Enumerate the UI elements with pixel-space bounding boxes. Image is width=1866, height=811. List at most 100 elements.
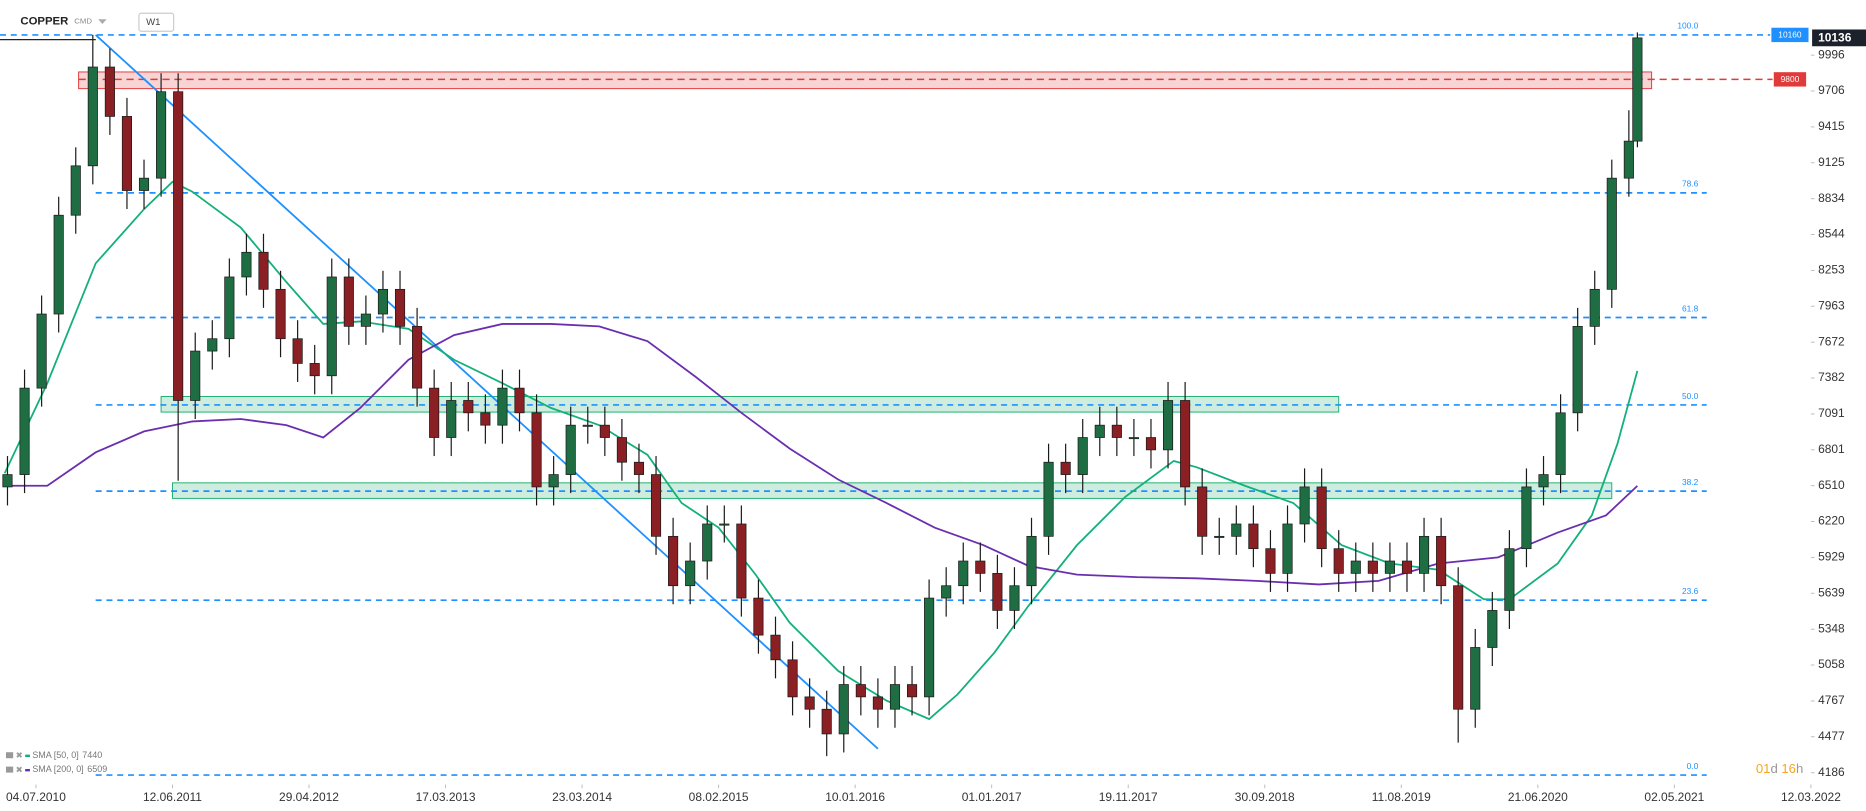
- legend-close-icon: ✖: [16, 764, 23, 774]
- candle-body: [412, 326, 423, 389]
- candle-body: [992, 573, 1003, 611]
- candle-body: [377, 288, 389, 315]
- candle-body: [1589, 288, 1600, 327]
- candle-body: [719, 523, 730, 526]
- fib-level-label: 78.6: [1682, 179, 1699, 189]
- candle-body: [548, 474, 559, 488]
- legend-value: 7440: [82, 750, 102, 760]
- legend-name: SMA [200, 0]: [32, 765, 83, 775]
- candle-body: [1470, 647, 1481, 710]
- candle-body: [1043, 461, 1054, 537]
- legend-value: 6509: [87, 765, 107, 775]
- candle-body: [1453, 585, 1464, 710]
- candle-body: [616, 437, 627, 463]
- candle-body: [1197, 486, 1208, 537]
- candle-body: [1521, 486, 1532, 550]
- candle-body: [394, 288, 406, 327]
- dropdown-arrow[interactable]: [98, 19, 107, 25]
- y-tick-label: 4767: [1818, 693, 1845, 707]
- y-tick-label: 8544: [1818, 227, 1845, 241]
- candle-body: [241, 251, 252, 278]
- candle-body: [514, 387, 525, 414]
- candle-body: [1436, 535, 1447, 587]
- candle-body: [19, 387, 30, 475]
- candle-body: [156, 91, 167, 179]
- fib-level-label: 38.2: [1682, 477, 1699, 487]
- candle-body: [1538, 474, 1549, 488]
- candle-body: [1401, 560, 1413, 574]
- level-price-tag-label: 9800: [1781, 74, 1800, 84]
- candle-body: [1316, 486, 1327, 550]
- candle-body: [855, 684, 866, 698]
- fib-level-label: 61.8: [1682, 303, 1699, 313]
- candle-body: [1214, 535, 1225, 538]
- candle-body: [804, 696, 815, 710]
- instrument-title: COPPER: [20, 16, 68, 28]
- x-tick-label: 19.11.2017: [1099, 790, 1158, 804]
- candle-body: [1572, 326, 1583, 414]
- candle-body: [292, 338, 303, 364]
- candle-body: [787, 659, 798, 698]
- x-tick-label: 08.02.2015: [689, 790, 749, 804]
- candle-body: [70, 165, 81, 216]
- x-tick-label: 17.03.2013: [416, 790, 476, 804]
- candle-body: [446, 400, 457, 438]
- candle-body: [821, 708, 832, 735]
- candle-body: [1094, 424, 1105, 438]
- candle-body: [480, 412, 491, 426]
- candle-body: [463, 400, 474, 414]
- y-tick-label: 9125: [1818, 155, 1845, 169]
- candle-body: [702, 523, 713, 562]
- header: COPPER CMD W1: [0, 12, 175, 41]
- fib-price-tag-label: 10160: [1778, 30, 1802, 40]
- countdown-h: h: [1796, 762, 1803, 777]
- candle-body: [173, 91, 184, 401]
- candle-body: [36, 313, 47, 389]
- y-tick-label: 5929: [1818, 550, 1845, 564]
- candle-body: [906, 684, 918, 698]
- candle-body: [207, 338, 218, 352]
- y-tick-label: 5348: [1818, 621, 1845, 635]
- candle-body: [1606, 177, 1617, 290]
- candle-body: [975, 560, 986, 574]
- y-tick-label: 7091: [1818, 406, 1845, 420]
- y-tick-label: 6510: [1818, 478, 1845, 492]
- timeframe-box[interactable]: [138, 12, 175, 32]
- legend-entry: SMA [50, 0] 7440: [32, 750, 102, 760]
- candle-body: [138, 177, 150, 191]
- legend: ✖ SMA [50, 0] 7440 ✖ SMA [200, 0] 6509: [5, 750, 107, 775]
- y-tick-label: 8253: [1818, 263, 1845, 277]
- candle-body: [1487, 610, 1498, 648]
- y-tick-label: 7382: [1818, 370, 1845, 384]
- candle-body: [1128, 437, 1139, 440]
- y-tick-label: 9996: [1818, 47, 1845, 61]
- y-tick-label: 9415: [1818, 119, 1845, 133]
- candle-body: [668, 535, 679, 587]
- candle-body: [1231, 523, 1242, 537]
- countdown: 01d 16h: [1756, 762, 1804, 777]
- candle-body: [1504, 548, 1515, 611]
- x-tick-label: 29.04.2012: [279, 790, 339, 804]
- legend-eye-icon: [5, 752, 14, 759]
- candle-body: [497, 387, 508, 426]
- x-tick-label: 02.05.2021: [1644, 790, 1704, 804]
- legend-entry: SMA [200, 0] 6509: [32, 765, 107, 775]
- instrument-type: CMD: [74, 17, 92, 26]
- candle-body: [531, 412, 542, 488]
- candle-body: [1367, 560, 1378, 574]
- candle-body: [1299, 486, 1310, 525]
- candle-body: [2, 474, 13, 488]
- candle-body: [360, 313, 371, 327]
- y-tick-label: 5639: [1818, 585, 1845, 599]
- legend-close-icon: ✖: [16, 750, 23, 760]
- countdown-days: 01: [1756, 762, 1771, 777]
- candle-body: [1009, 585, 1020, 611]
- candle-body: [1111, 424, 1122, 438]
- candle-body: [104, 66, 115, 117]
- x-tick-label: 12.06.2011: [143, 790, 202, 804]
- candle-body: [1060, 461, 1071, 475]
- candle-body: [275, 288, 286, 340]
- sma-line: [4, 323, 1638, 586]
- candle-body: [121, 116, 133, 191]
